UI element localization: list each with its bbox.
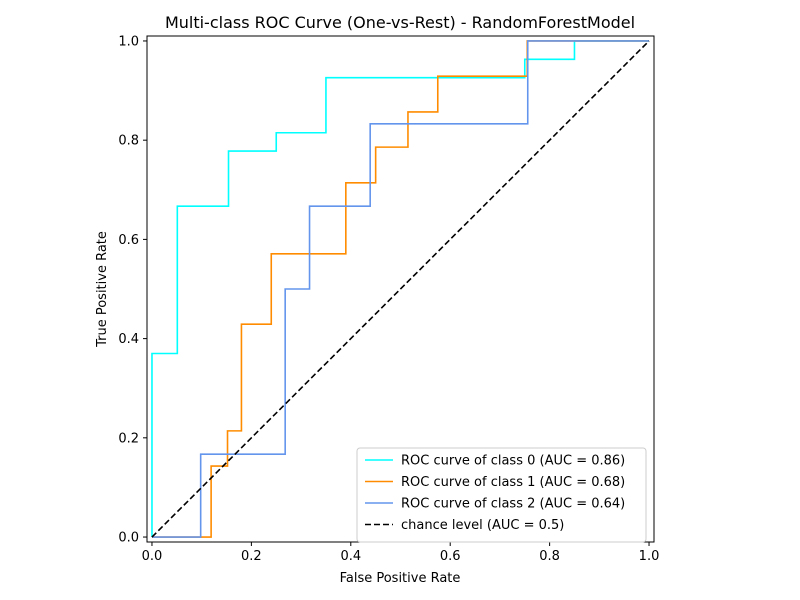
series-line-1 [151,40,650,538]
x-tick-label: 1.0 [639,549,660,564]
x-tick-label: 0.8 [539,549,560,564]
y-tick-label: 0.8 [118,134,139,149]
legend: ROC curve of class 0 (AUC = 0.86) ROC cur… [356,447,647,543]
x-axis-label: False Positive Rate [340,571,461,586]
series-line-3 [151,40,650,538]
x-tick-label: 0.2 [241,549,262,564]
legend-label-0: ROC curve of class 0 (AUC = 0.86) [401,454,625,469]
y-tick-label: 0.4 [118,332,139,347]
y-tick-label: 0.2 [118,431,139,446]
y-tick-label: 1.0 [118,34,139,49]
legend-label-2: ROC curve of class 2 (AUC = 0.64) [401,497,625,512]
x-tick-label: 0.4 [340,549,361,564]
y-tick-label: 0.6 [118,233,139,248]
series-line-0 [151,40,650,538]
x-tick-label: 0.0 [142,549,163,564]
chart-title: Multi-class ROC Curve (One-vs-Rest) - Ra… [165,13,635,32]
series-line-2 [151,40,650,538]
legend-label-3: chance level (AUC = 0.5) [401,518,564,533]
legend-box [356,447,647,543]
x-tick-label: 0.6 [440,549,461,564]
y-axis-label: True Positive Rate [95,231,110,348]
y-tick-label: 0.0 [118,531,139,546]
legend-label-1: ROC curve of class 1 (AUC = 0.68) [401,475,625,490]
